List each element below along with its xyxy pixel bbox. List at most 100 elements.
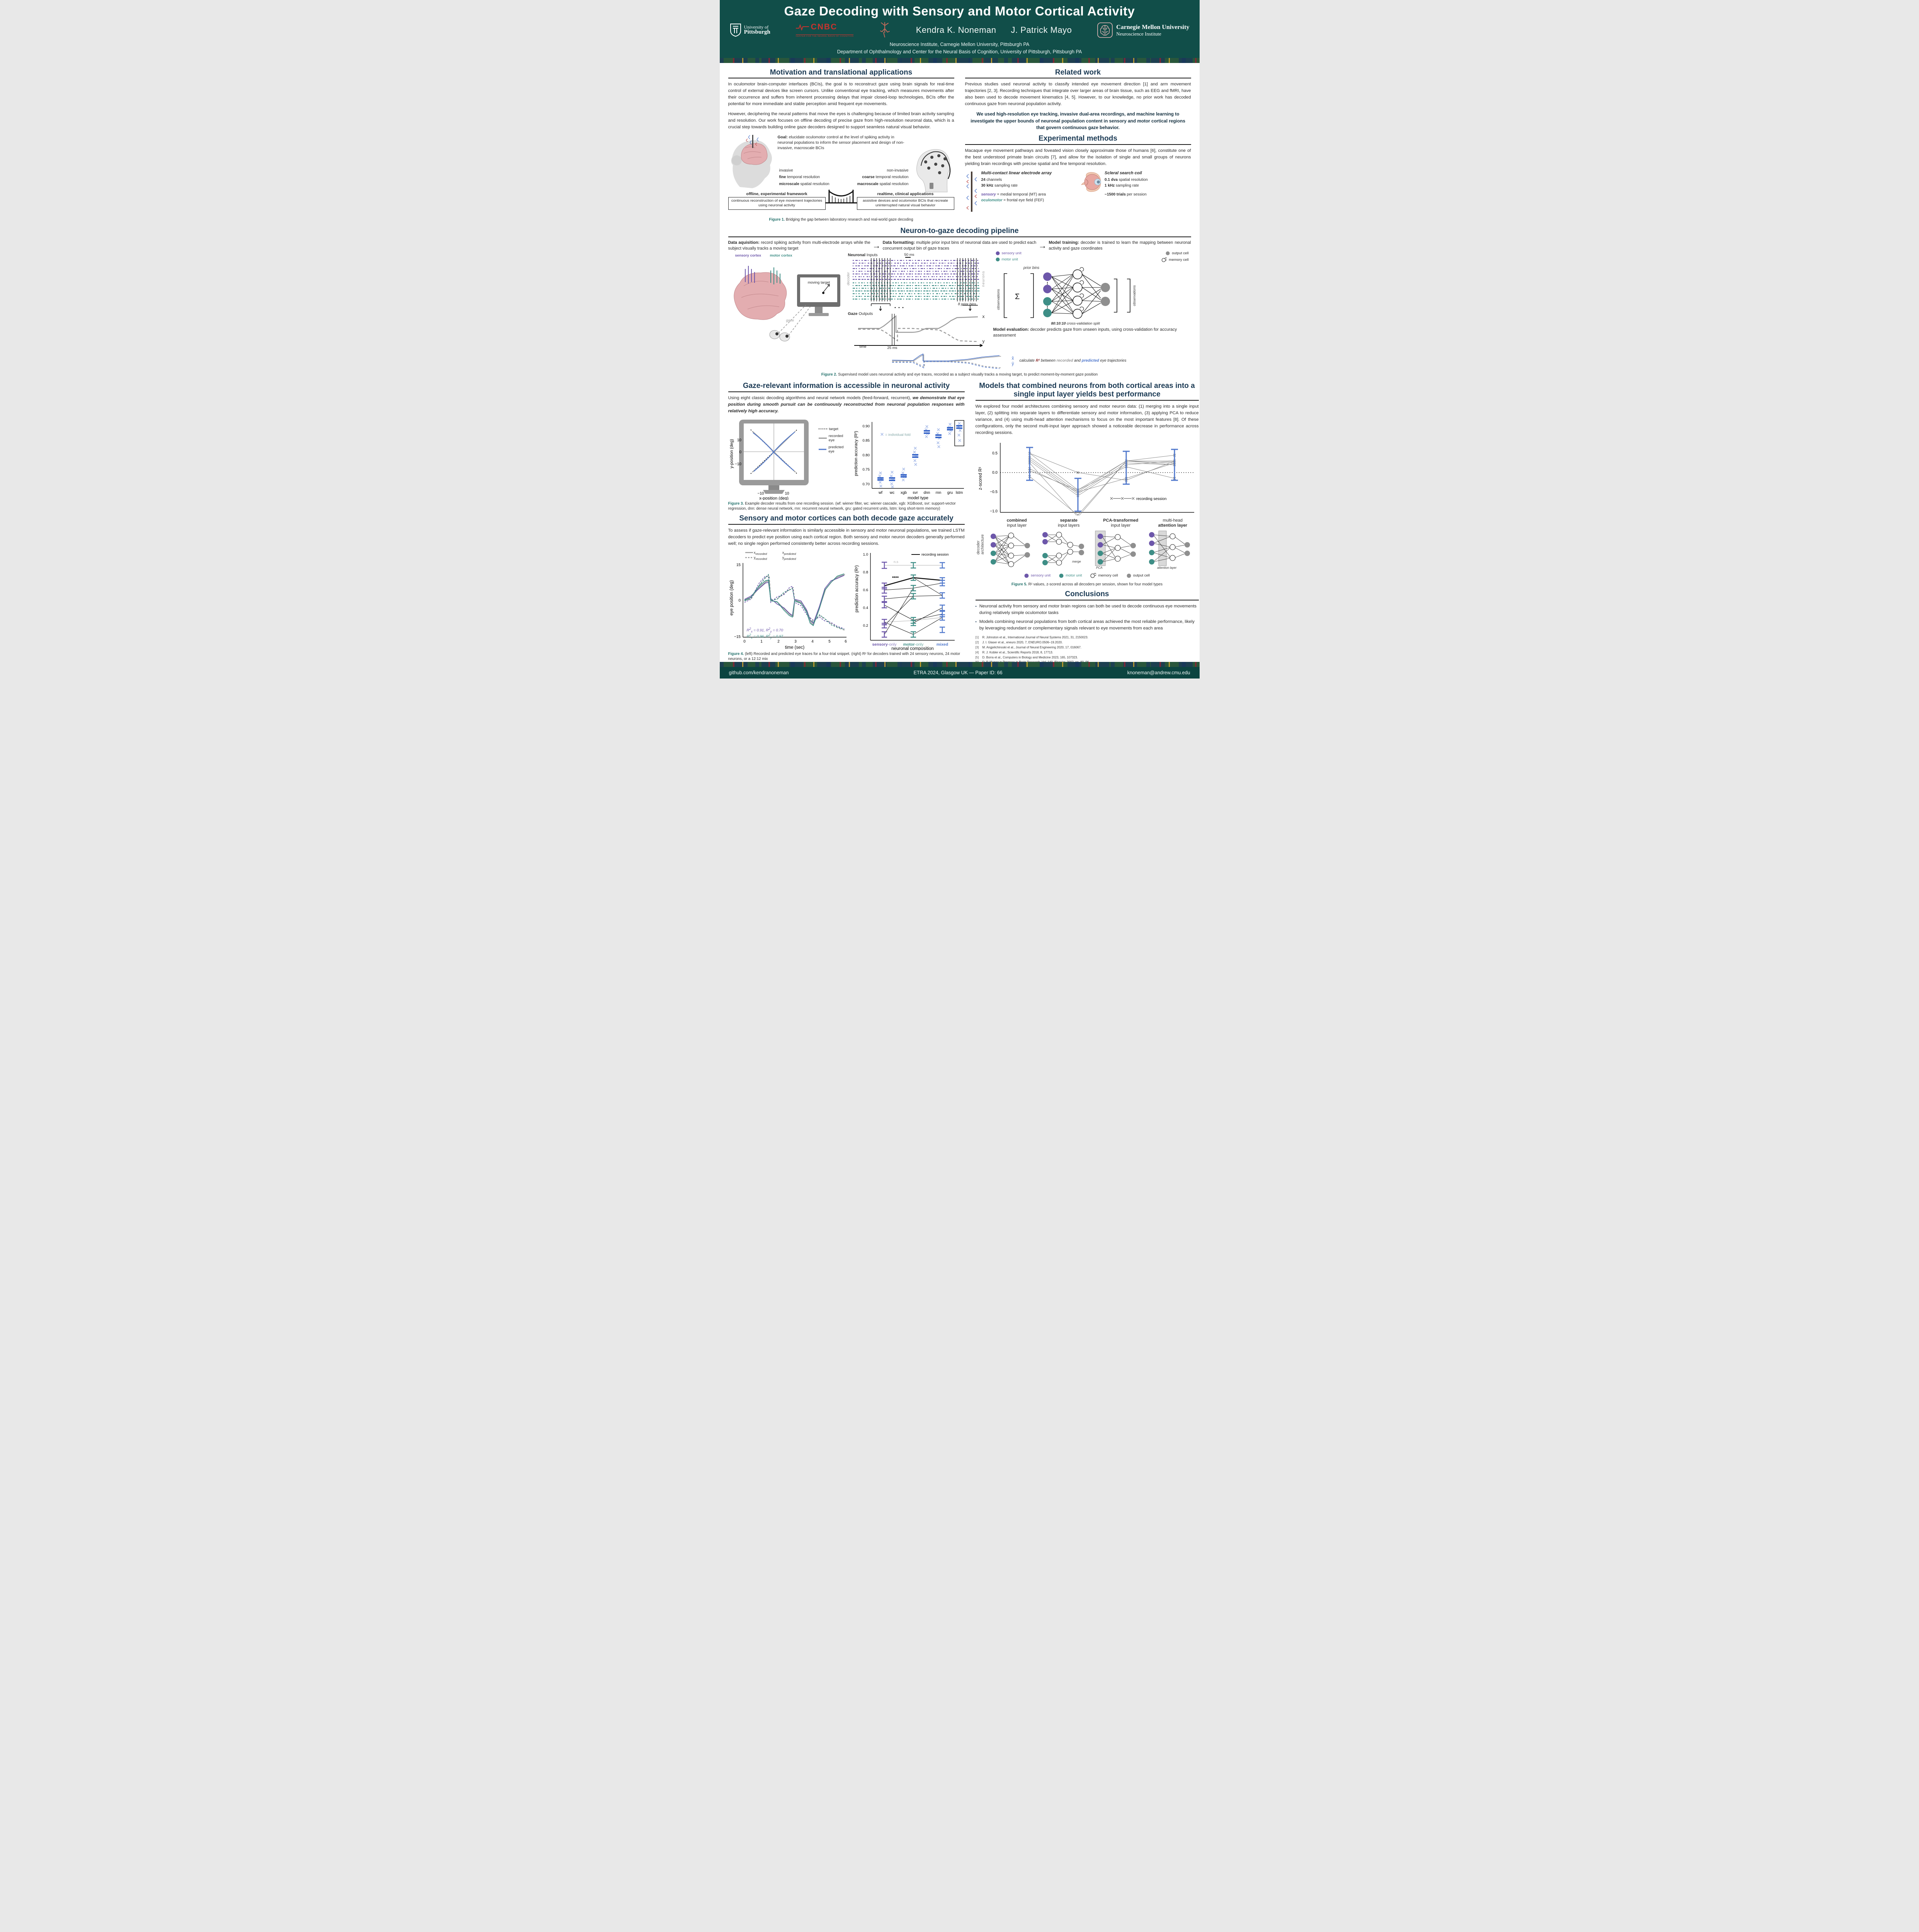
github-link[interactable]: github.com/kendranoneman xyxy=(729,670,789,675)
fig4-ytick-n15: −15 xyxy=(734,635,741,639)
realtime-label: realtime, clinical applications xyxy=(877,191,934,196)
figure-3-caption-text: Example decoder results from one recordi… xyxy=(728,501,956,511)
array-channels-bold: 24 xyxy=(981,177,986,182)
affiliations: Neuroscience Institute, Carnegie Mellon … xyxy=(730,41,1190,56)
fig4r-errorbars-sensory xyxy=(881,561,887,638)
pipeline-heading: Neuron-to-gaze decoding pipeline xyxy=(900,227,1019,235)
section-motivation: Motivation and translational application… xyxy=(728,65,954,224)
fig5-legend: recording session xyxy=(1110,497,1166,501)
coil-resolution: spatial resolution xyxy=(1117,177,1148,182)
array-rate: sampling rate xyxy=(993,184,1018,188)
legend-sensory-text: sensory unit xyxy=(1001,251,1022,256)
author-1: Kendra K. Noneman xyxy=(916,25,996,35)
calc-pre: calculate xyxy=(1019,359,1036,363)
arch-separate-diagram: merge xyxy=(1042,532,1084,566)
fig4r-ylabel: prediction accuracy (R²) xyxy=(855,565,859,612)
conclusions-heading: Conclusions xyxy=(1065,590,1109,599)
sigma-symbol: Σ xyxy=(1015,293,1020,301)
fig3-fold-legend: = individual fold xyxy=(885,433,911,437)
poster-content: Motivation and translational application… xyxy=(720,63,1200,679)
fig3r-ytick-085: 0.85 xyxy=(862,439,870,443)
monkey-head-illustration xyxy=(731,134,772,188)
fig4r-cat-mixed: mixed xyxy=(936,642,948,647)
arrow-right-icon: → xyxy=(1038,240,1047,250)
conclusion-1-text: Neuronal activity from sensory and motor… xyxy=(979,604,1197,615)
fig4-composition-plot: 1.00.8 0.60.4 0.2 recording session n.s … xyxy=(855,553,955,650)
noninvasive-line1-bold: coarse xyxy=(862,175,875,180)
fig1-goal-text: Goal: elucidate oculomotor control at th… xyxy=(778,135,908,151)
fig1-noninvasive-list: non-invasive coarse temporal resolution … xyxy=(857,167,909,188)
fig4-legend-xpred: xpredicted xyxy=(773,551,796,556)
gaze-label: gaze xyxy=(786,318,794,323)
divider xyxy=(728,524,965,525)
invasive-line2-bold: microscale xyxy=(779,182,799,186)
recorded-line-icon xyxy=(818,437,827,439)
fig4r-errorbars-motor xyxy=(910,562,916,638)
model-evaluation-text: Model evaluation: decoder predicts gaze … xyxy=(993,327,1191,338)
svg-text:0.5: 0.5 xyxy=(992,451,998,456)
time-axis-label: time xyxy=(859,345,867,349)
cmu-wordmark: Carnegie Mellon University Neuroscience … xyxy=(1116,24,1189,37)
y-trace-label: y xyxy=(982,338,985,344)
fig3-cat-lstm: lstm xyxy=(955,491,962,495)
fig5-legend-sensory: sensory unit xyxy=(1024,573,1050,578)
trials-bold: ~1500 trials xyxy=(1105,192,1126,197)
fig5-cat-combined: combined input layer xyxy=(1006,518,1027,528)
search-coil-card: Scleral search coil 0.1 dva spatial reso… xyxy=(1081,171,1191,214)
fig4-r2-motor: R2x = 0.96, R2y = 0.97 xyxy=(746,633,783,640)
figure-3: 10 0 −10 −10 10 y-position (deg) x-posit… xyxy=(728,418,965,501)
sensorymotor-heading: Sensory and motor cortices can both deco… xyxy=(739,514,954,523)
sensory-cortex-label: sensory cortex xyxy=(735,253,761,258)
fig3r-ytick-090: 0.90 xyxy=(862,424,870,429)
fig5-cat-separate: separate input layers xyxy=(1058,518,1080,528)
cmu-line1: Carnegie Mellon University xyxy=(1116,24,1190,31)
figure-5-caption-label: Figure 5. xyxy=(1011,582,1027,587)
calc-recorded: recorded xyxy=(1056,359,1073,363)
fig3r-ylabel: prediction accuracy (R²) xyxy=(854,431,858,476)
formatting-panel: Neuronal Inputs 50 ms xyxy=(846,253,990,350)
fig3r-ytick-080: 0.80 xyxy=(862,453,870,457)
arch-combined-diagram xyxy=(990,532,1030,567)
fig1-goal-body: elucidate oculomotor control at the leve… xyxy=(777,135,904,150)
pitt-shield-icon xyxy=(730,24,741,37)
pipeline-steps: Data aquisition: record spiking activity… xyxy=(728,240,1191,251)
svg-text:0.0: 0.0 xyxy=(992,471,998,475)
cnbc-wordmark: CNBC xyxy=(811,22,838,31)
gazeinfo-paragraph: Using eight classic decoding algorithms … xyxy=(728,395,965,415)
noninvasive-line1: temporal resolution xyxy=(874,175,909,180)
step1-lead: Data aquisition: xyxy=(728,240,760,245)
fig3-xtick-10: 10 xyxy=(785,492,789,496)
y-hat-label: ŷ xyxy=(1011,361,1014,367)
email-link[interactable]: knoneman@andrew.cmu.edu xyxy=(1127,670,1190,675)
fig4r-xlabel: neuronal composition xyxy=(891,646,933,650)
r2-motor-y: 0.97 xyxy=(776,634,783,639)
step3-text: decoder is trained to learn the mapping … xyxy=(1049,240,1191,251)
noninvasive-line2-bold: macroscale xyxy=(857,182,879,186)
predicted-line-icon xyxy=(818,449,827,450)
merge-label: merge xyxy=(1072,560,1081,563)
reference-item: [5] D. Borra et al., Computers in Biology… xyxy=(975,655,1078,659)
legend-memory-text: memory cell xyxy=(1169,258,1189,262)
fig4-traces-plot: 15 0 −15 0 1 2 3 4 5 6 time (sec) eye posit… xyxy=(729,563,847,650)
decoder-axis-label: decoder xyxy=(846,272,851,286)
reference-item: [4] R. J. Kobler et al., Scientific Repor… xyxy=(975,650,1053,654)
arrow-right-icon: → xyxy=(872,240,881,250)
fig3-legend: target recorded eye predicted eye xyxy=(818,418,850,456)
ecg-icon xyxy=(795,24,809,31)
svg-text:0.6: 0.6 xyxy=(863,588,868,592)
fig3-ytick-0: 0 xyxy=(739,450,741,454)
fig4r-cat-motor: motor-only xyxy=(903,642,923,647)
fig4r-legend-text: recording session xyxy=(921,553,949,556)
legend-motor-unit: motor unit xyxy=(996,257,1018,262)
offline-label: offline, experimental framework xyxy=(746,191,807,196)
divider xyxy=(728,236,1191,237)
legend-motor-text: motor unit xyxy=(1001,257,1018,262)
svg-text:1: 1 xyxy=(760,639,763,644)
figure-2-caption-label: Figure 2. xyxy=(821,372,837,377)
authors: Kendra K. Noneman J. Patrick Mayo xyxy=(916,25,1072,35)
svg-text:−1.0: −1.0 xyxy=(990,509,998,514)
section-models: Models that combined neurons from both c… xyxy=(975,379,1199,679)
page-title: Gaze Decoding with Sensory and Motor Cor… xyxy=(784,4,1135,18)
fig4-leg-xpred-main: x xyxy=(782,551,784,555)
fig4-ytick-0: 0 xyxy=(738,599,741,603)
